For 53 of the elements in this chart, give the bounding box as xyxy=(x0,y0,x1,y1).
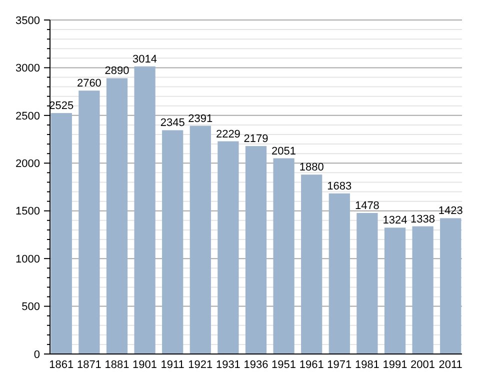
y-tick-label: 2000 xyxy=(16,158,40,170)
bar xyxy=(245,146,267,354)
x-tick-label: 1861 xyxy=(49,359,74,371)
bar xyxy=(106,78,128,354)
data-label: 2051 xyxy=(272,145,296,158)
data-label: 2391 xyxy=(188,112,213,125)
y-tick-label: 3500 xyxy=(16,14,40,27)
x-tick-label: 1901 xyxy=(132,359,158,371)
bar xyxy=(162,130,184,354)
data-label: 2229 xyxy=(216,128,240,140)
bar xyxy=(328,193,350,354)
bar xyxy=(190,126,211,354)
data-label: 2179 xyxy=(244,133,268,146)
data-label: 1423 xyxy=(438,205,463,218)
data-label: 1478 xyxy=(354,200,380,212)
x-tick-label: 1981 xyxy=(354,359,380,371)
x-tick-label: 1951 xyxy=(272,359,296,371)
bar xyxy=(412,226,434,354)
x-tick-label: 1971 xyxy=(327,359,352,371)
x-tick-label: 2001 xyxy=(410,359,436,371)
data-label: 1338 xyxy=(410,213,436,226)
bar xyxy=(273,158,294,354)
y-tick-label: 1000 xyxy=(16,253,40,266)
x-tick-label: 2011 xyxy=(438,359,462,371)
data-label: 2525 xyxy=(49,100,74,112)
bar xyxy=(440,218,462,354)
bar xyxy=(50,113,72,354)
y-tick-label: 1500 xyxy=(16,206,40,218)
data-label: 3014 xyxy=(132,53,158,66)
data-label: 2890 xyxy=(104,65,130,78)
data-label: 1880 xyxy=(299,162,324,174)
x-tick-label: 1936 xyxy=(244,359,268,371)
data-label: 1683 xyxy=(327,180,352,192)
x-tick-label: 1991 xyxy=(382,359,408,371)
data-label: 1324 xyxy=(382,214,408,227)
x-tick-label: 1871 xyxy=(76,359,102,371)
bar xyxy=(356,212,378,354)
y-tick-label: 3000 xyxy=(16,62,40,75)
bar xyxy=(218,141,239,354)
y-tick-label: 500 xyxy=(22,301,40,314)
x-tick-label: 1881 xyxy=(104,359,130,371)
data-label: 2345 xyxy=(160,117,185,130)
x-tick-label: 1961 xyxy=(299,359,324,371)
data-label: 2760 xyxy=(76,78,102,90)
bar xyxy=(301,174,322,354)
bar xyxy=(134,66,156,354)
x-tick-label: 1931 xyxy=(216,359,240,371)
x-tick-label: 1911 xyxy=(160,359,184,371)
y-tick-label: 0 xyxy=(34,348,40,361)
bar xyxy=(384,228,406,354)
y-tick-label: 2500 xyxy=(16,110,40,122)
bar xyxy=(78,90,100,354)
x-tick-label: 1921 xyxy=(188,359,213,371)
